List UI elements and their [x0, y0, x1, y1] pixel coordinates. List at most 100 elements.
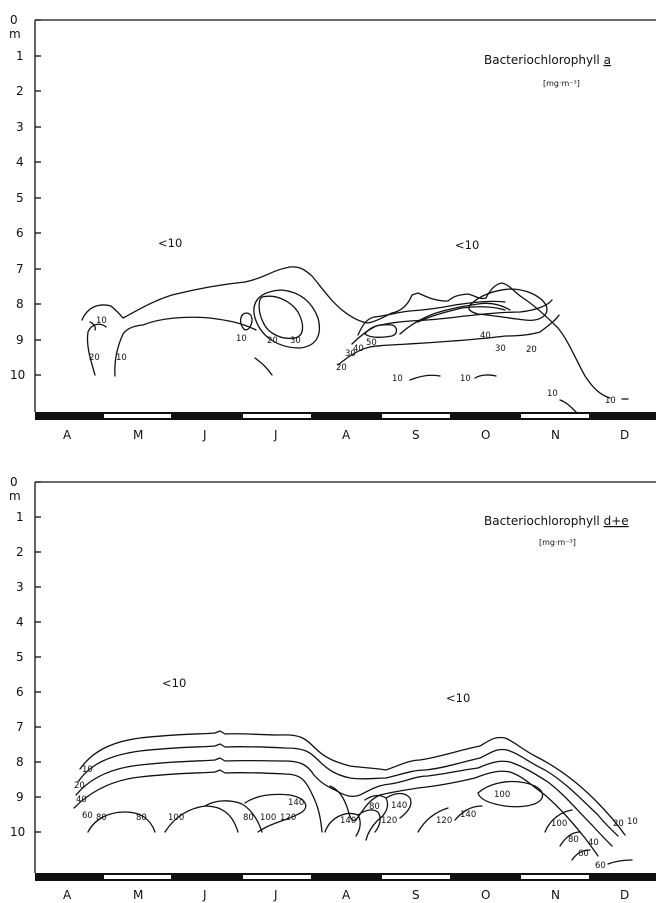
contour-140-loop	[244, 793, 307, 833]
contour-label: 10	[96, 316, 107, 326]
contour-10-nov	[559, 399, 577, 413]
low-concentration-label: <10	[446, 691, 470, 705]
unit-label: [mg·m⁻³]	[543, 79, 580, 88]
contour-label: 80	[136, 813, 147, 823]
y-tick-label: 4	[16, 155, 24, 169]
low-concentration-label: <10	[158, 236, 182, 250]
contour-label: 10	[392, 374, 403, 384]
contour-lines	[81, 266, 629, 413]
y-tick-label: 3	[16, 120, 24, 134]
y-tick-label: 1	[16, 49, 24, 63]
month-labels: A M J J A S O N D	[63, 888, 629, 902]
y-tick-label: 2	[16, 84, 24, 98]
chart-title-underlined: d+e	[604, 514, 629, 528]
y-tick-label: 0	[10, 13, 18, 27]
contour-60	[73, 769, 599, 857]
contour-20-left	[86, 323, 107, 376]
contour-40-right-loop	[468, 288, 548, 321]
y-axis-unit: m	[9, 27, 21, 41]
contour-labels: 10 20 10 10 20 30 40 50 30 20 10 10 40 3…	[89, 316, 616, 406]
month-label: M	[133, 428, 143, 442]
chart-title-underlined: a	[604, 53, 611, 67]
month-label: J	[202, 428, 207, 442]
month-label: A	[342, 428, 351, 442]
contour-label: 10	[116, 353, 127, 363]
contour-label: 60	[578, 849, 589, 859]
contour-label: 140	[391, 801, 407, 811]
contour-label: 40	[588, 838, 599, 848]
contour-lines	[73, 730, 633, 865]
month-label: J	[202, 888, 207, 902]
contour-labels: 10 20 40 60 80 80 100 80 100 120 140 140…	[74, 765, 638, 871]
y-tick-label: 1	[16, 510, 24, 524]
contour-10-loop	[239, 312, 253, 331]
month-label: O	[481, 888, 490, 902]
contour-label: 10	[547, 389, 558, 399]
contour-label: 50	[366, 338, 377, 348]
contour-20-loop	[258, 295, 304, 340]
bar-light	[382, 414, 450, 418]
y-ticks: 0 m 1 2 3 4 5 6 7 8 9 10	[9, 475, 41, 839]
y-tick-label: 10	[10, 825, 25, 839]
contour-label: 20	[336, 363, 347, 373]
y-tick-label: 0	[10, 475, 18, 489]
contour-inner-1	[399, 302, 511, 335]
contour-10-lower-2	[474, 374, 497, 379]
y-tick-label: 8	[16, 297, 24, 311]
month-labels: A M J J A S O N D	[63, 428, 629, 442]
y-tick-label: 4	[16, 615, 24, 629]
contour-label: 40	[76, 795, 87, 805]
y-tick-label: 7	[16, 262, 24, 276]
chart-title: Bacteriochlorophyll d+e	[484, 514, 629, 528]
contour-label: 30	[345, 349, 356, 359]
bar-light	[243, 414, 311, 418]
month-label: D	[620, 888, 629, 902]
contour-140-center-2	[364, 794, 389, 841]
contour-label: 100	[260, 813, 276, 823]
y-axis-unit: m	[9, 489, 21, 503]
contour-10	[79, 730, 626, 836]
y-tick-label: 3	[16, 580, 24, 594]
bar-dark	[35, 873, 656, 881]
month-label: N	[551, 428, 560, 442]
contour-100-right-loop	[477, 780, 544, 808]
contour-inner-2	[417, 306, 506, 323]
contour-10-mid	[142, 316, 257, 331]
y-tick-label: 10	[10, 368, 25, 382]
contour-40-lower	[357, 300, 506, 336]
contour-80-nov	[559, 831, 581, 847]
contour-120-right	[417, 807, 449, 833]
bar-light	[382, 875, 450, 879]
bar-dark	[35, 412, 656, 420]
contour-label: 10	[460, 374, 471, 384]
contour-30-loop	[253, 289, 321, 349]
contour-20-lower	[337, 314, 560, 366]
contour-label: 20	[267, 336, 278, 346]
contour-10-right-small	[254, 357, 273, 376]
y-tick-label: 9	[16, 790, 24, 804]
contour-140-right	[454, 805, 483, 821]
contour-40	[75, 757, 613, 847]
month-label: S	[412, 428, 420, 442]
contour-60-dec	[607, 859, 633, 865]
contour-label: 120	[280, 813, 296, 823]
contour-label: 120	[381, 816, 397, 826]
contour-label: 80	[369, 802, 380, 812]
contour-label: 80	[243, 813, 254, 823]
chart-title: Bacteriochlorophyll a	[484, 53, 611, 67]
panel-bchl-a: 0 m 1 2 3 4 5 6 7 8 9 10 Bacteriochlorop…	[9, 13, 656, 442]
chart-title-base: Bacteriochlorophyll	[484, 53, 604, 67]
contour-label: 10	[236, 334, 247, 344]
contour-label: 100	[551, 819, 567, 829]
contour-label: 30	[290, 336, 301, 346]
bar-light	[243, 875, 311, 879]
light-dark-bar	[35, 873, 656, 881]
bar-light	[104, 414, 171, 418]
month-label: A	[63, 428, 72, 442]
contour-label: 80	[96, 813, 107, 823]
contour-label: 30	[495, 344, 506, 354]
y-tick-label: 8	[16, 755, 24, 769]
low-concentration-label: <10	[455, 238, 479, 252]
contour-label: 140	[340, 816, 356, 826]
